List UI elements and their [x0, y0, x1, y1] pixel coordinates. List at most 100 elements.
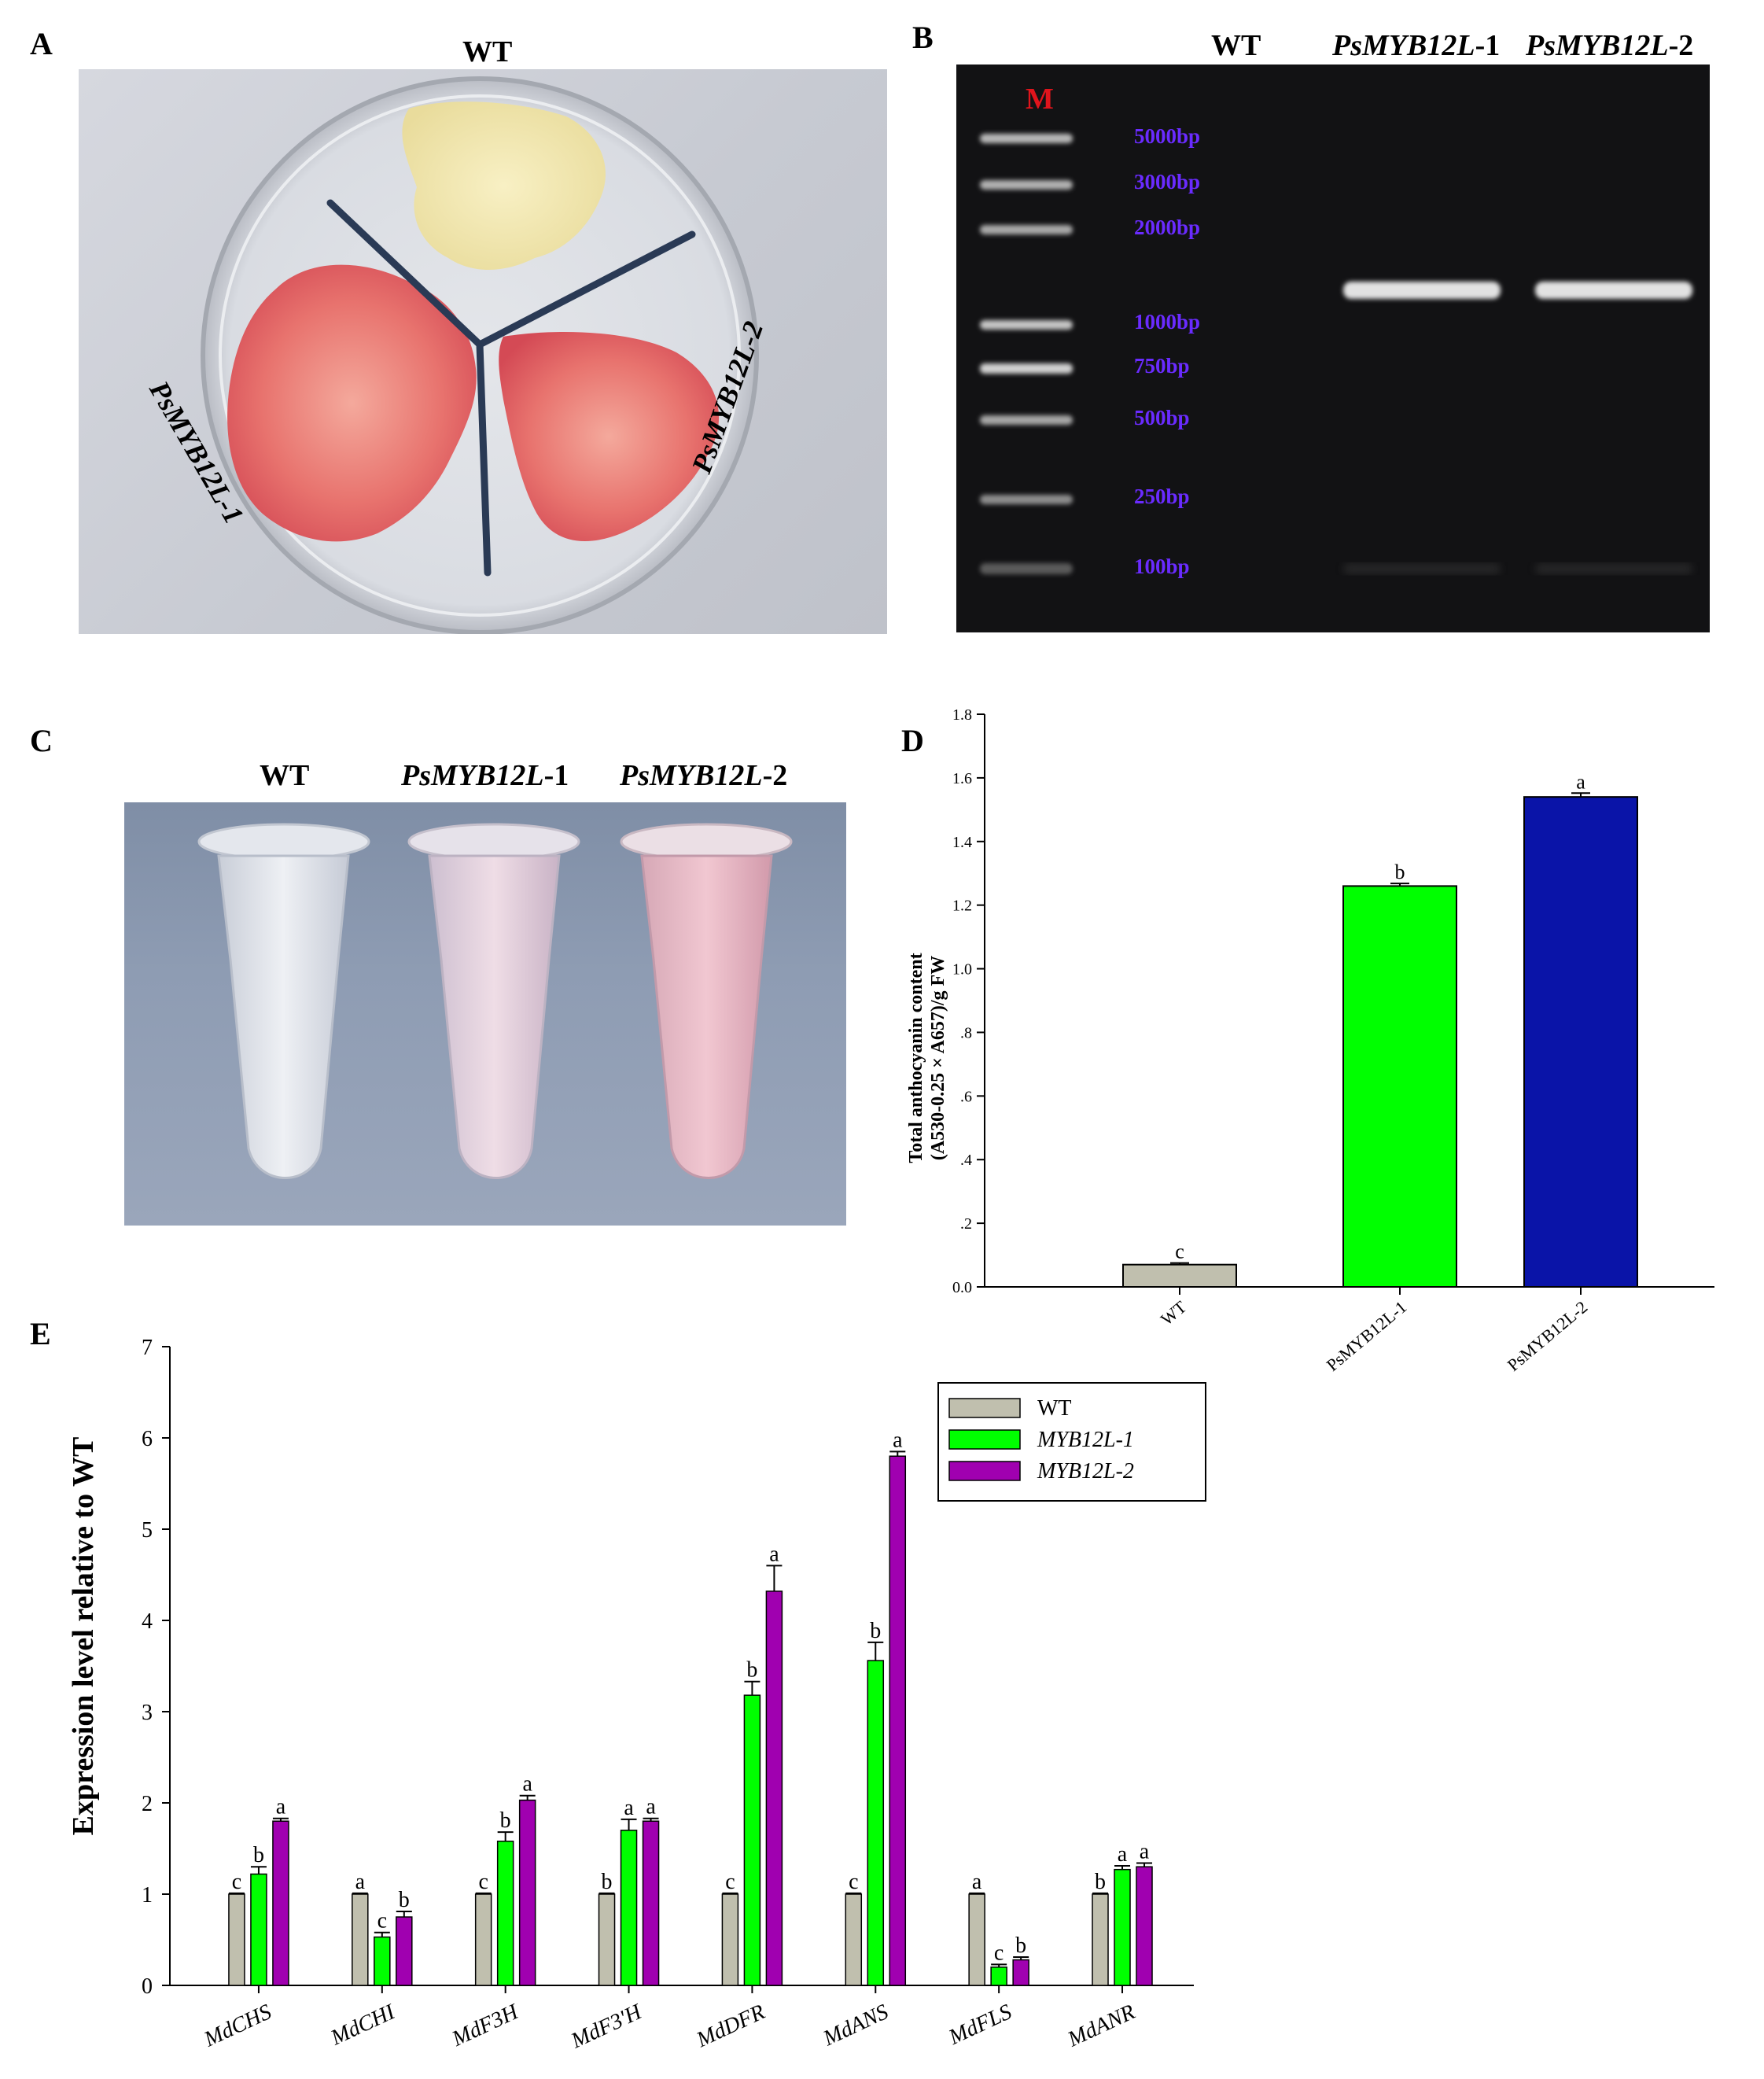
chart-d-ytick-label: .6: [960, 1088, 972, 1105]
gel-lane-label-line2: PsMYB12L-2: [1526, 29, 1694, 62]
gel-bands: [980, 134, 1692, 574]
chart-e-sig-letter: a: [624, 1796, 634, 1820]
chart-e-xtick-label: MdANR: [1063, 2000, 1139, 2052]
chart-d-ytick-label: .2: [960, 1215, 972, 1233]
panel-letter-d: D: [901, 723, 924, 758]
chart-e-bar: [1012, 1959, 1029, 1986]
chart-e-bar: [867, 1660, 885, 1986]
chart-e-sig-letter: a: [1140, 1840, 1150, 1864]
chart-e-sig-letter: c: [232, 1870, 241, 1894]
chart-d-ylabel-line1: Total anthocyanin content: [906, 953, 926, 1163]
chart-d-sig-letter: b: [1395, 861, 1405, 883]
chart-e-bar: [1114, 1868, 1131, 1986]
chart-e-sig-letter: a: [522, 1772, 532, 1797]
chart-d-ytick-label: 1.2: [952, 898, 972, 915]
chart-e-ylabel: Expression level relative to WT: [67, 1437, 100, 1836]
gel-marker-label: M: [1026, 83, 1054, 116]
ladder-label-5000: 5000bp: [1134, 124, 1201, 148]
chart-e-bar: [721, 1893, 739, 1986]
chart-e-bar: [374, 1936, 391, 1986]
chart-d-ytick-label: 1.0: [952, 961, 972, 979]
chart-e-bar: [968, 1893, 985, 1986]
chart-e-legend-label: MYB12L-1: [1037, 1428, 1134, 1452]
chart-e-ytick-label: 0: [142, 1974, 153, 1999]
chart-e-sig-letter: c: [849, 1870, 858, 1894]
chart-e-bar: [228, 1893, 245, 1986]
chart-d-bar: [1523, 796, 1638, 1288]
chart-e-sig-letter: b: [253, 1843, 264, 1867]
chart-e-xtick-label: MdF3'H: [567, 1999, 646, 2053]
chart-e-ytick-label: 1: [142, 1883, 153, 1908]
chart-e-sig-letter: c: [994, 1941, 1004, 1965]
gel-lane-label-line1: PsMYB12L-1: [1332, 29, 1501, 62]
chart-e-sig-letter: a: [276, 1795, 286, 1819]
ladder-label-2000: 2000bp: [1134, 216, 1201, 239]
chart-e-ytick-label: 6: [142, 1427, 153, 1451]
chart-e-ytick-label: 2: [142, 1792, 153, 1816]
tubes-photo: [124, 802, 846, 1226]
chart-e-bar: [598, 1893, 616, 1986]
chart-d-bar: [1342, 885, 1457, 1288]
panel-a-label-wt: WT: [462, 35, 513, 68]
chart-e-xtick-label: MdF3H: [447, 2000, 523, 2052]
chart-e-legend-swatch: [948, 1461, 1021, 1481]
chart-e-sig-letter: b: [746, 1658, 757, 1683]
chart-e-ytick-label: 5: [142, 1518, 153, 1543]
chart-e-ytick-label: 7: [142, 1336, 153, 1360]
chart-e-legend-label: WT: [1037, 1396, 1072, 1421]
chart-e-sig-letter: a: [769, 1542, 779, 1566]
ladder-label-100: 100bp: [1134, 555, 1190, 578]
chart-e-bar: [396, 1916, 413, 1986]
chart-e-xtick-label: MdCHI: [326, 2000, 400, 2051]
chart-d-ylabel-line2: (A530-0.25 × A657)/g FW: [928, 956, 948, 1160]
chart-e-xtick-label: MdDFR: [692, 2000, 768, 2052]
chart-e: Expression level relative to WT 0 1 2 3 4 5 6 7…: [67, 1336, 1206, 2054]
chart-e-legend-swatch: [948, 1429, 1021, 1450]
chart-d-ytick-label: .8: [960, 1024, 972, 1041]
chart-e-sig-letter: a: [1118, 1842, 1128, 1867]
chart-e-sig-letter: b: [1015, 1933, 1026, 1958]
chart-e-sig-letter: c: [377, 1909, 387, 1933]
chart-e-sig-letter: c: [478, 1870, 488, 1894]
chart-e-sig-letter: b: [870, 1619, 881, 1643]
panel-letter-e: E: [30, 1316, 51, 1351]
chart-e-bar: [845, 1893, 863, 1986]
chart-e-xtick-label: MdCHS: [200, 2000, 275, 2052]
chart-e-sig-letter: b: [1095, 1870, 1106, 1894]
chart-e-legend-label: MYB12L-2: [1037, 1459, 1134, 1484]
gel-image: [956, 65, 1710, 632]
panel-letter-a: A: [30, 26, 53, 61]
chart-e-sig-letter: a: [355, 1870, 366, 1894]
panel-letter-b: B: [912, 20, 934, 55]
chart-e-bar: [352, 1893, 369, 1986]
chart-e-bar: [474, 1893, 492, 1986]
tube-label-wt: WT: [260, 759, 310, 792]
chart-d-ylabel: Total anthocyanin content (A530-0.25 × A…: [906, 953, 948, 1163]
chart-e-legend-swatch: [948, 1398, 1021, 1418]
chart-e-bar: [518, 1799, 536, 1986]
chart-e-bar: [272, 1820, 289, 1986]
chart-e-bar: [496, 1840, 514, 1986]
chart-e-ytick-label: 3: [142, 1701, 153, 1725]
chart-e-bar: [765, 1591, 783, 1986]
chart-e-bar: [743, 1694, 761, 1986]
chart-d-xtick-label: PsMYB12L-2: [1504, 1297, 1592, 1375]
panel-letter-c: C: [30, 723, 53, 758]
chart-d-ytick-label: 1.6: [952, 770, 972, 787]
chart-d: Total anthocyanin content (A530-0.25 × A…: [906, 708, 1714, 1375]
chart-e-sig-letter: a: [646, 1795, 656, 1819]
petri-dish-illustration: [201, 76, 759, 634]
chart-e-bar: [1136, 1866, 1153, 1986]
ladder-label-750: 750bp: [1134, 354, 1190, 378]
chart-e-legend: WT MYB12L-1 MYB12L-2: [937, 1382, 1206, 1502]
chart-e-bar: [990, 1967, 1007, 1986]
chart-e-xtick-label: MdANS: [819, 2000, 892, 2051]
chart-d-bar: [1122, 1263, 1237, 1288]
chart-d-sig-letter: c: [1175, 1240, 1184, 1263]
ladder-label-250: 250bp: [1134, 485, 1190, 508]
tubes-illustration: [197, 823, 793, 1179]
chart-e-sig-letter: a: [972, 1870, 982, 1894]
panel-a-photo: [79, 69, 887, 634]
ladder-label-3000: 3000bp: [1134, 170, 1201, 194]
chart-e-ytick-label: 4: [142, 1609, 153, 1634]
